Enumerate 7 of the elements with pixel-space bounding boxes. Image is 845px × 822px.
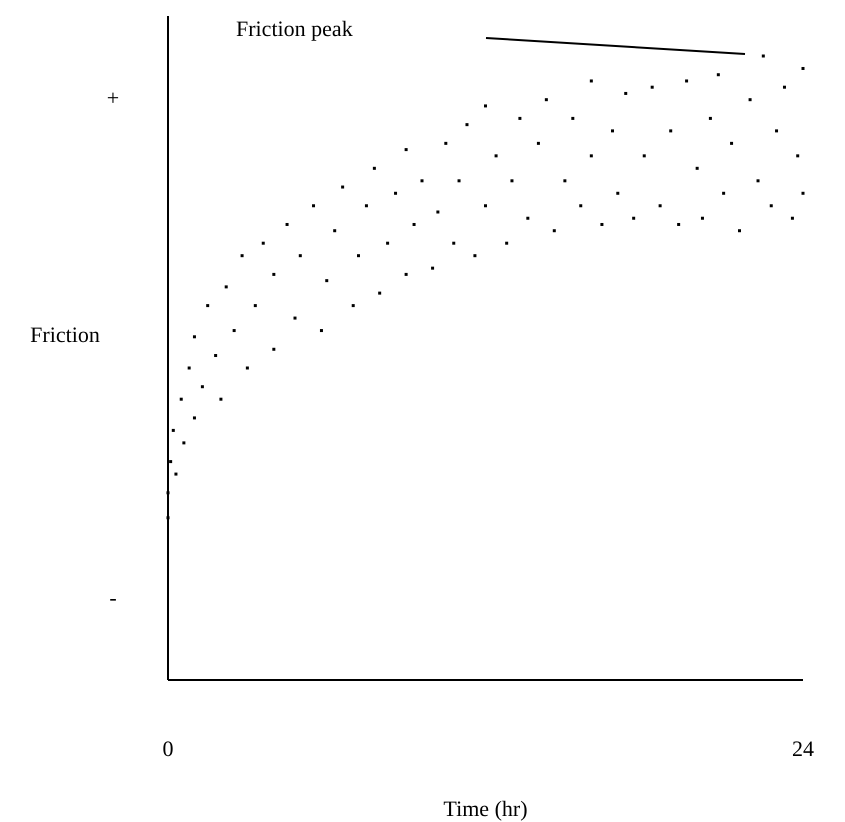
y-axis-title: Friction <box>30 322 100 347</box>
x-axis-title: Time (hr) <box>443 796 528 821</box>
x-tick-label: 24 <box>792 736 814 761</box>
text: Friction peak <box>236 16 353 41</box>
text: + <box>106 85 120 110</box>
x-tick-label: 0 <box>162 736 174 761</box>
text: - <box>109 585 117 610</box>
